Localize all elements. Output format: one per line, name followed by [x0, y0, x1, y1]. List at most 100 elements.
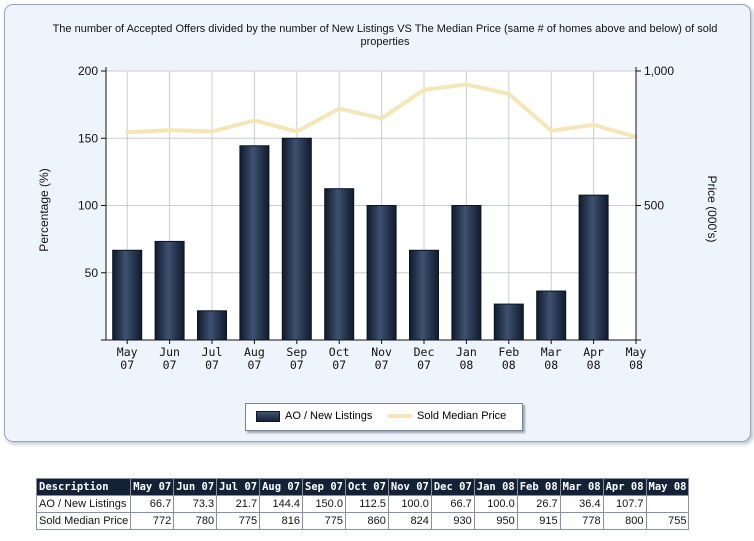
bar-ao-new-listings — [281, 137, 312, 341]
x-tick-label-month: May — [117, 345, 138, 359]
x-tick-label-year: 07 — [290, 358, 304, 372]
table-row: AO / New Listings 66.7 73.3 21.7 144.4 150.0 1… — [35, 495, 690, 513]
table-cell: 915 — [516, 512, 561, 530]
table-header-description: Description — [35, 478, 132, 496]
table-cell: 100.0 — [387, 495, 432, 513]
x-tick-label-year: 07 — [247, 358, 261, 372]
chart-title: The number of Accepted Offers divided by… — [52, 23, 718, 48]
table-header-cell: May 08 — [645, 478, 690, 496]
bar-ao-new-listings — [536, 290, 567, 341]
bar-ao-new-listings — [324, 188, 355, 341]
table-cell: 824 — [387, 512, 432, 530]
table-cell: 21.7 — [216, 495, 261, 513]
table-header-cell: Oct 07 — [344, 478, 389, 496]
bar-ao-new-listings — [197, 310, 227, 341]
table-cell: 66.7 — [430, 495, 475, 513]
table-cell: 930 — [430, 512, 475, 530]
table-cell: 66.7 — [130, 495, 175, 513]
y-tick-label: 150 — [78, 131, 98, 145]
table-header-cell: Aug 07 — [259, 478, 304, 496]
legend-item-line: Sold Median Price — [388, 410, 506, 422]
x-tick-label-year: 07 — [163, 358, 177, 372]
x-tick-label-month: May — [626, 345, 647, 359]
bar-ao-new-listings — [578, 194, 609, 341]
x-tick-label-year: 07 — [120, 358, 134, 372]
legend-label-bars: AO / New Listings — [285, 410, 373, 422]
bar-ao-new-listings — [451, 205, 482, 341]
table-cell: 860 — [344, 512, 389, 530]
x-tick-label-month: Oct — [329, 345, 350, 359]
table-header-cell: Feb 08 — [516, 478, 561, 496]
x-tick-label-year: 08 — [587, 358, 601, 372]
table-row-label: AO / New Listings — [35, 495, 132, 513]
table-cell: 775 — [302, 512, 346, 530]
y-axis-title: Percentage (%) — [37, 168, 51, 251]
table-cell: 775 — [216, 512, 261, 530]
legend-line-swatch — [388, 414, 412, 418]
bar-ao-new-listings — [239, 145, 270, 341]
bar-ao-new-listings — [154, 240, 185, 341]
x-tick-label-year: 08 — [459, 358, 473, 372]
x-tick-label-month: Dec — [414, 345, 435, 359]
x-tick-label-year: 07 — [205, 358, 219, 372]
table-cell: 780 — [173, 512, 218, 530]
table-cell — [645, 495, 690, 513]
table-cell: 816 — [259, 512, 304, 530]
x-tick-label-month: Jul — [202, 345, 223, 359]
table-header-cell: Dec 07 — [430, 478, 475, 496]
y2-axis-title: Price (000's) — [705, 176, 719, 243]
table-header-cell: Jun 07 — [173, 478, 218, 496]
table-cell: 800 — [602, 512, 647, 530]
x-tick-label-month: Nov — [371, 345, 392, 359]
chart-legend: AO / New Listings Sold Median Price — [245, 403, 523, 431]
table-cell: 950 — [473, 512, 518, 530]
table-cell: 144.4 — [259, 495, 304, 513]
legend-bar-swatch — [256, 410, 280, 422]
x-tick-label-month: Apr — [583, 345, 604, 359]
data-table: Description May 07 Jun 07 Jul 07 Aug 07 Sep … — [35, 478, 690, 530]
x-tick-label-year: 08 — [502, 358, 516, 372]
x-tick-label-year: 07 — [332, 358, 346, 372]
x-tick-label-month: Mar — [541, 345, 562, 359]
table-cell: 26.7 — [516, 495, 561, 513]
x-tick-label-month: Aug — [244, 345, 265, 359]
table-cell: 73.3 — [173, 495, 218, 513]
legend-label-line: Sold Median Price — [417, 410, 507, 422]
x-tick-label-month: Feb — [498, 345, 519, 359]
table-cell: 150.0 — [302, 495, 346, 513]
table-header-cell: Sep 07 — [302, 478, 346, 496]
chart-panel: 50 100 150 200 500 1,000 May 07 Jun 07 Jul 07 Aug 07 S… — [4, 4, 751, 442]
table-header-row: Description May 07 Jun 07 Jul 07 Aug 07 Sep … — [35, 478, 690, 496]
table-header-cell: Nov 07 — [387, 478, 432, 496]
y2-tick-label: 500 — [644, 199, 664, 213]
table-header-cell: Mar 08 — [559, 478, 604, 496]
y-tick-label: 100 — [78, 199, 98, 213]
table-cell: 755 — [645, 512, 690, 530]
bar-ao-new-listings — [366, 205, 397, 341]
table-cell: 107.7 — [602, 495, 647, 513]
x-tick-label-year: 08 — [544, 358, 558, 372]
y2-tick-label: 1,000 — [644, 64, 674, 78]
table-cell: 36.4 — [559, 495, 604, 513]
x-tick-label-year: 07 — [417, 358, 431, 372]
x-tick-label-month: Sep — [286, 345, 307, 359]
legend-item-bars: AO / New Listings — [256, 410, 372, 422]
table-cell: 100.0 — [473, 495, 518, 513]
line-sold-median-price — [125, 82, 638, 139]
y-tick-label: 200 — [78, 64, 98, 78]
chart-plot: 501001502005001,000May07Jun07Jul07Aug07S… — [37, 64, 719, 372]
table-cell: 112.5 — [344, 495, 389, 513]
y-tick-label: 50 — [85, 266, 99, 280]
table-header-cell: Jan 08 — [473, 478, 518, 496]
table-header-cell: May 07 — [130, 478, 175, 496]
x-tick-label-year: 08 — [629, 358, 643, 372]
x-tick-label-month: Jun — [159, 345, 180, 359]
table-cell: 772 — [130, 512, 175, 530]
bar-ao-new-listings — [409, 249, 439, 341]
x-tick-label-year: 07 — [375, 358, 389, 372]
table-cell: 778 — [559, 512, 604, 530]
table-row: Sold Median Price 772 780 775 816 775 860 824 93… — [35, 512, 690, 530]
bar-ao-new-listings — [112, 249, 143, 341]
table-header-cell: Jul 07 — [216, 478, 261, 496]
table-header-cell: Apr 08 — [602, 478, 647, 496]
